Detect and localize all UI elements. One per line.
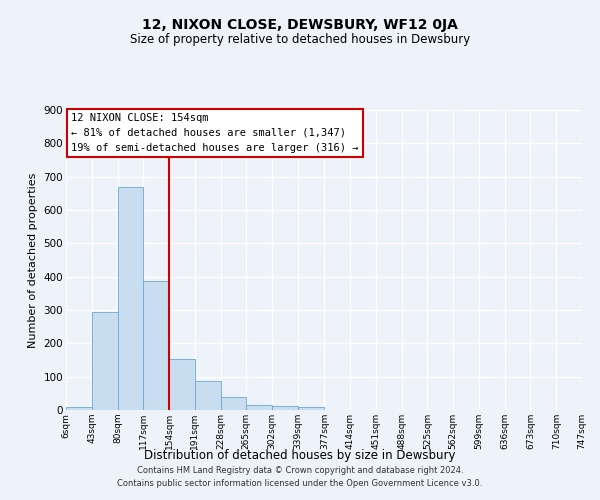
Bar: [272, 406, 298, 410]
Bar: [247, 405, 272, 410]
Text: 12 NIXON CLOSE: 154sqm
← 81% of detached houses are smaller (1,347)
19% of semi-: 12 NIXON CLOSE: 154sqm ← 81% of detached…: [71, 113, 359, 152]
Text: Distribution of detached houses by size in Dewsbury: Distribution of detached houses by size …: [144, 448, 456, 462]
Bar: [66, 408, 92, 410]
Bar: [195, 381, 221, 410]
Bar: [92, 312, 118, 410]
Bar: [169, 359, 195, 410]
Bar: [221, 396, 247, 410]
Bar: [118, 186, 143, 410]
Y-axis label: Number of detached properties: Number of detached properties: [28, 172, 38, 348]
Bar: [298, 406, 323, 410]
Bar: [143, 280, 169, 410]
Text: Contains HM Land Registry data © Crown copyright and database right 2024.
Contai: Contains HM Land Registry data © Crown c…: [118, 466, 482, 487]
Text: Size of property relative to detached houses in Dewsbury: Size of property relative to detached ho…: [130, 32, 470, 46]
Text: 12, NIXON CLOSE, DEWSBURY, WF12 0JA: 12, NIXON CLOSE, DEWSBURY, WF12 0JA: [142, 18, 458, 32]
